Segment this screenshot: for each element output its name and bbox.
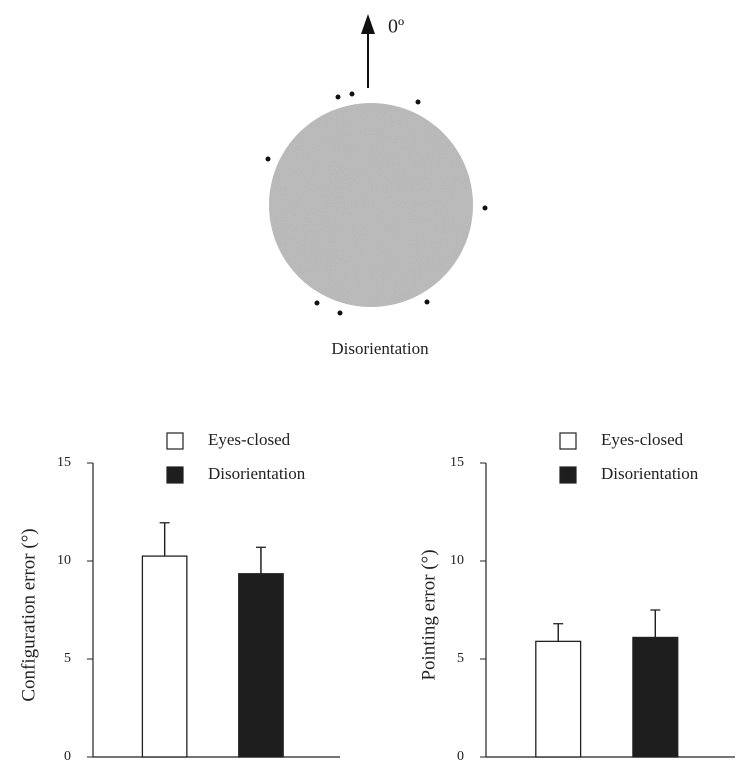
y-tick-label: 0 (457, 749, 464, 764)
legend-label: Disorientation (208, 464, 306, 483)
arena (269, 103, 473, 307)
y-tick-label: 15 (450, 455, 464, 470)
arrow-head (361, 14, 375, 34)
y-tick-label: 15 (57, 455, 71, 470)
direction-label: 0º (388, 16, 404, 38)
legend-swatch (166, 466, 184, 484)
legend-label: Eyes-closed (208, 430, 291, 449)
bar (141, 555, 188, 758)
legend-label: Eyes-closed (601, 430, 684, 449)
legend-label: Disorientation (601, 464, 699, 483)
bar (535, 640, 582, 758)
y-axis-label: Pointing error (°) (418, 549, 439, 680)
y-tick-label: 10 (450, 553, 464, 568)
legend-swatch (559, 466, 577, 484)
y-tick-label: 5 (457, 651, 464, 666)
legend-swatch (166, 432, 184, 450)
target-dots (265, 91, 488, 316)
bar (238, 573, 284, 758)
legend-swatch (559, 432, 577, 450)
orientation-diagram: 0º Disorientation (265, 14, 488, 358)
bar (632, 636, 679, 758)
y-axis-label: Configuration error (°) (18, 528, 39, 701)
y-tick-label: 10 (57, 553, 71, 568)
y-tick-label: 0 (64, 749, 71, 764)
y-tick-label: 5 (64, 651, 71, 666)
diagram-caption: Disorientation (331, 339, 429, 358)
